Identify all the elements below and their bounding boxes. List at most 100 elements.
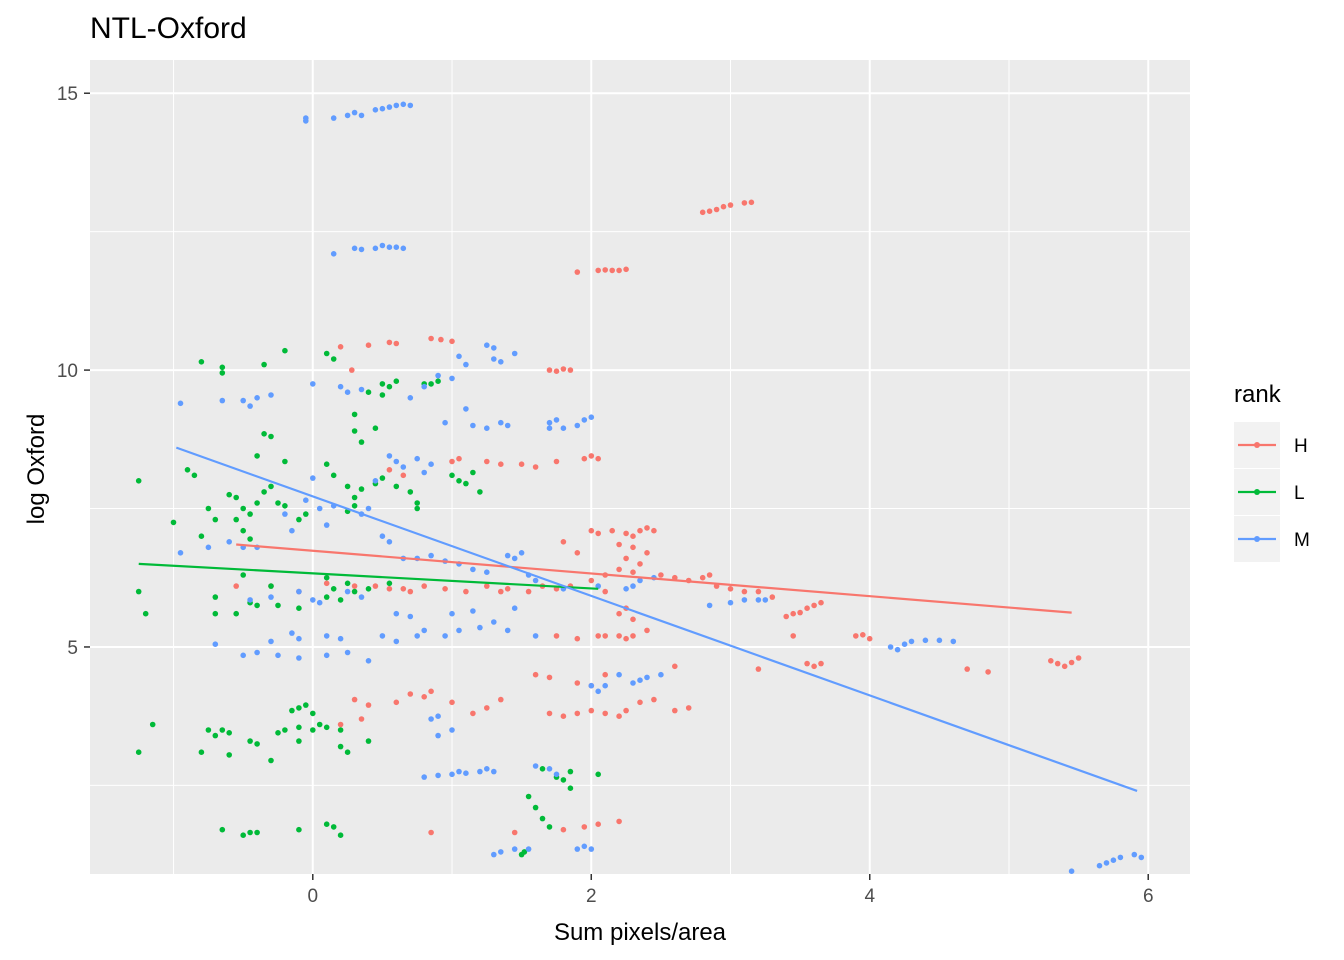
data-point-L (310, 710, 316, 717)
data-point-L (226, 491, 232, 498)
data-point-M (901, 641, 908, 647)
data-point-L (282, 458, 288, 465)
data-point-L (323, 724, 330, 731)
data-point-H (804, 660, 810, 667)
data-point-H (351, 696, 358, 703)
data-point-H (623, 530, 629, 537)
data-point-M (1138, 854, 1145, 861)
data-point-H (637, 561, 643, 567)
data-point-L (191, 472, 198, 479)
data-point-H (630, 633, 636, 639)
data-point-M (400, 245, 407, 252)
data-point-M (358, 112, 365, 119)
data-point-M (553, 417, 560, 423)
data-point-H (616, 818, 622, 825)
data-point-H (616, 541, 622, 548)
data-point-H (553, 458, 560, 465)
data-point-L (351, 588, 358, 595)
data-point-M (581, 417, 588, 423)
data-point-M (706, 602, 713, 609)
data-point-H (421, 583, 428, 589)
data-point-L (595, 771, 601, 778)
data-point-L (546, 824, 553, 830)
y-tick-label: 5 (67, 638, 78, 659)
data-point-M (268, 392, 274, 398)
data-point-M (1117, 854, 1124, 861)
data-point-L (219, 364, 226, 371)
data-point-H (386, 339, 393, 346)
data-point-H (560, 826, 567, 833)
data-point-H (651, 527, 657, 534)
data-point-H (783, 613, 789, 620)
data-point-H (595, 633, 601, 639)
data-point-H (574, 635, 581, 642)
data-point-L (275, 730, 281, 736)
data-point-L (268, 583, 274, 589)
data-point-H (595, 821, 601, 827)
data-point-M (553, 771, 560, 778)
data-point-M (421, 469, 428, 476)
data-point-M (936, 637, 943, 644)
data-point-M (358, 246, 365, 253)
data-point-L (212, 516, 219, 523)
data-point-L (386, 383, 393, 390)
x-tick-label: 2 (586, 886, 597, 907)
data-point-M (386, 104, 393, 110)
data-point-H (484, 705, 490, 711)
data-point-H (574, 710, 581, 717)
data-point-L (379, 392, 386, 398)
data-point-M (219, 397, 226, 404)
data-point-H (567, 367, 574, 373)
data-point-L (296, 724, 302, 731)
y-tick-label: 15 (57, 84, 78, 105)
data-point-H (658, 572, 664, 578)
data-point-M (323, 522, 330, 528)
data-point-M (400, 464, 407, 470)
data-point-H (616, 566, 622, 573)
data-point-L (275, 602, 281, 609)
legend-key-point-M (1254, 536, 1260, 542)
data-point-M (435, 772, 441, 779)
data-point-L (567, 768, 574, 775)
data-point-H (511, 829, 518, 836)
data-point-H (588, 577, 595, 584)
data-point-H (588, 527, 595, 534)
data-point-H (818, 660, 824, 667)
data-point-M (644, 674, 650, 681)
data-point-M (588, 682, 595, 689)
data-point-M (268, 594, 274, 600)
data-point-L (386, 580, 393, 587)
data-point-L (358, 486, 365, 492)
data-point-L (393, 378, 400, 385)
data-point-M (658, 671, 664, 678)
x-tick-label: 6 (1143, 886, 1154, 907)
data-point-M (393, 458, 400, 465)
data-point-L (344, 483, 351, 490)
data-point-M (337, 635, 344, 642)
data-point-H (456, 455, 462, 462)
data-point-L (330, 586, 337, 592)
data-point-H (1048, 658, 1054, 664)
data-point-L (289, 707, 295, 714)
data-point-L (212, 732, 219, 739)
data-point-H (463, 588, 469, 595)
data-point-L (330, 824, 337, 830)
data-point-H (623, 266, 629, 273)
legend: rank H L M (1234, 381, 1310, 562)
data-point-M (546, 419, 553, 426)
data-point-L (205, 505, 212, 512)
data-point-L (521, 849, 528, 855)
data-point-M (177, 400, 184, 407)
data-point-H (741, 200, 748, 206)
data-point-L (310, 727, 316, 733)
data-point-M (1068, 868, 1075, 874)
data-point-M (511, 555, 518, 562)
y-axis-label: log Oxford (23, 414, 50, 525)
data-point-H (449, 458, 455, 465)
data-point-L (226, 730, 232, 736)
data-point-H (595, 455, 601, 462)
data-point-L (365, 389, 372, 396)
data-point-L (344, 749, 351, 755)
data-point-H (818, 599, 824, 606)
data-point-H (581, 455, 588, 462)
